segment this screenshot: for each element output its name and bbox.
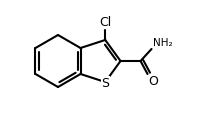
Text: NH₂: NH₂ <box>153 38 172 48</box>
Text: O: O <box>149 75 158 88</box>
Text: S: S <box>101 77 109 90</box>
Text: Cl: Cl <box>99 16 111 29</box>
